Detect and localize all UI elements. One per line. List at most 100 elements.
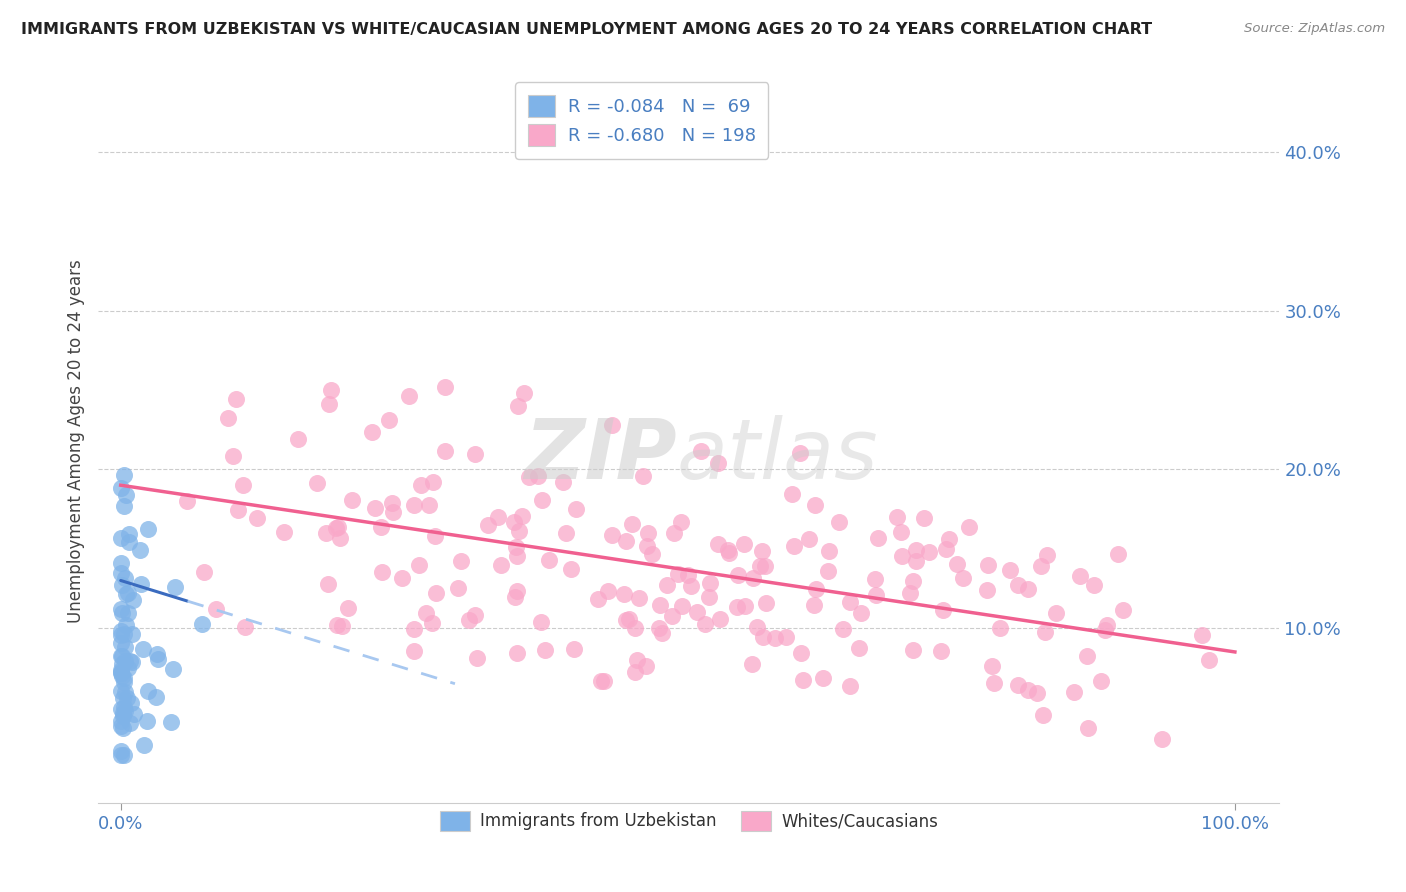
Point (657, 577, 679, 591)
Point (217, 411, 239, 425)
Point (124, 706, 146, 721)
Point (404, 623, 426, 637)
Point (952, 571, 974, 585)
Point (287, 432, 309, 446)
Point (118, 526, 141, 541)
Point (707, 456, 730, 470)
Point (671, 599, 693, 614)
Point (1198, 653, 1220, 667)
Point (863, 572, 886, 586)
Point (110, 628, 132, 642)
Point (111, 691, 134, 706)
Point (398, 388, 420, 402)
Point (315, 525, 337, 540)
Point (233, 619, 256, 633)
Point (886, 509, 908, 524)
Point (1036, 548, 1059, 562)
Point (433, 379, 456, 393)
Point (111, 709, 134, 723)
Point (904, 542, 927, 557)
Point (733, 537, 755, 551)
Point (1007, 678, 1029, 692)
Point (328, 520, 350, 534)
Point (1094, 623, 1116, 637)
Point (464, 447, 486, 461)
Point (117, 606, 139, 620)
Point (614, 533, 637, 548)
Point (226, 503, 249, 517)
Point (799, 532, 821, 546)
Point (983, 676, 1005, 690)
Point (890, 524, 912, 539)
Point (391, 571, 413, 585)
Point (402, 498, 425, 512)
Point (273, 524, 295, 539)
Point (136, 684, 159, 698)
Point (111, 577, 134, 591)
Point (1191, 628, 1213, 642)
Point (114, 704, 136, 718)
Point (851, 607, 873, 621)
Point (422, 475, 444, 490)
Point (110, 748, 132, 763)
Point (707, 537, 730, 551)
Point (110, 648, 132, 663)
Point (110, 566, 132, 580)
Point (128, 542, 150, 557)
Y-axis label: Unemployment Among Ages 20 to 24 years: Unemployment Among Ages 20 to 24 years (66, 260, 84, 624)
Point (804, 582, 827, 596)
Point (132, 642, 155, 657)
Point (977, 558, 1000, 572)
Point (988, 621, 1011, 635)
Point (415, 606, 437, 620)
Point (718, 547, 741, 561)
Point (110, 481, 132, 495)
Point (146, 652, 169, 666)
Point (510, 508, 533, 523)
Point (754, 558, 776, 573)
Point (325, 521, 347, 535)
Point (110, 531, 132, 545)
Point (530, 615, 553, 630)
Point (204, 602, 226, 616)
Point (425, 586, 447, 600)
Point (115, 487, 138, 501)
Point (489, 558, 512, 573)
Point (517, 470, 540, 484)
Point (110, 624, 132, 639)
Point (586, 591, 609, 606)
Point (115, 690, 138, 705)
Point (929, 644, 952, 658)
Point (681, 579, 703, 593)
Point (959, 520, 981, 534)
Point (360, 425, 382, 439)
Point (699, 575, 721, 590)
Point (1063, 685, 1085, 699)
Point (117, 585, 139, 599)
Point (745, 620, 768, 634)
Point (165, 580, 187, 594)
Point (901, 574, 924, 588)
Point (661, 609, 683, 624)
Point (591, 674, 613, 689)
Point (363, 501, 385, 516)
Point (120, 654, 142, 668)
Point (114, 654, 136, 668)
Point (697, 590, 720, 604)
Point (839, 679, 862, 693)
Point (775, 630, 797, 644)
Point (112, 721, 135, 735)
Point (121, 656, 143, 670)
Point (114, 640, 136, 654)
Point (976, 583, 998, 598)
Point (1077, 721, 1099, 735)
Point (938, 533, 960, 547)
Point (336, 600, 359, 615)
Point (664, 525, 686, 540)
Point (648, 621, 671, 635)
Point (118, 716, 141, 731)
Point (648, 599, 671, 613)
Point (318, 397, 340, 411)
Point (114, 587, 136, 601)
Point (112, 468, 135, 483)
